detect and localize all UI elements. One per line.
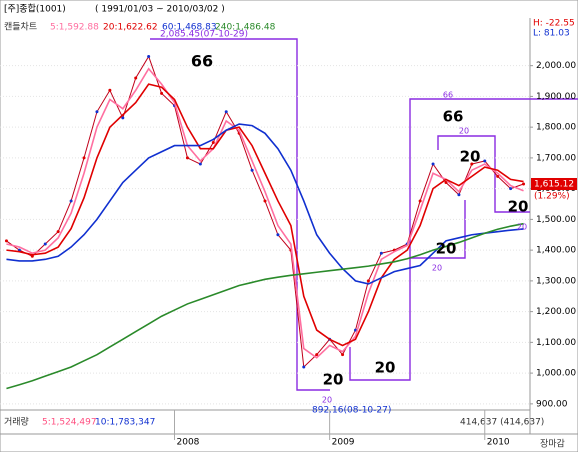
pattern-bracket [437, 135, 530, 213]
pattern-label: 20 [459, 127, 469, 136]
y-tick-label: 1,000.00 [536, 369, 576, 379]
status: 장마감 [540, 438, 565, 450]
price-point [302, 365, 306, 369]
ma-line [6, 67, 524, 359]
price-point [509, 187, 513, 191]
legend-entry: 60:1,468.83 [162, 23, 217, 33]
volume-ma10: 10:1,783,347 [95, 418, 155, 428]
price-point [522, 182, 526, 186]
price-point [69, 199, 73, 203]
y-tick-label: 2,000.00 [536, 61, 576, 71]
pattern-label: 20 [436, 240, 457, 258]
price-point [121, 116, 125, 120]
pattern-bracket [150, 38, 330, 391]
high-label: H: -22.55 [533, 19, 575, 29]
ma-line [6, 83, 524, 347]
price-point [160, 91, 164, 95]
ma-line [6, 222, 524, 390]
pattern-label: 20 [517, 223, 527, 232]
price-point [43, 242, 47, 246]
y-tick-label: 900.00 [536, 399, 568, 409]
legend-entry: 캔들차트 [4, 21, 37, 33]
price-point [379, 251, 383, 255]
price-point [134, 76, 138, 80]
pattern-label: 20 [375, 359, 396, 377]
y-tick-label: 1,400.00 [536, 246, 576, 256]
y-tick-label: 1,300.00 [536, 276, 576, 286]
price-point [30, 254, 34, 258]
high-note: 2,085.45(07-10-29) [160, 30, 248, 40]
volume-title: 거래량 [4, 416, 29, 428]
price-point [82, 156, 86, 160]
pattern-label: 20 [460, 148, 481, 166]
price-point [418, 199, 422, 203]
price-tag: 1,615.12 [534, 179, 574, 189]
x-tick-label: 2010 [487, 438, 510, 448]
price-point [353, 328, 357, 332]
x-tick-label: 2008 [177, 438, 200, 448]
chart-title: [주]종합(1001) [4, 4, 66, 15]
price-point [250, 168, 254, 172]
price-point [56, 230, 60, 234]
price-point [211, 141, 215, 145]
price-point [341, 353, 345, 357]
price-point [431, 162, 435, 166]
volume-last: 414,637 (414,637) [460, 418, 544, 428]
price-point [4, 239, 8, 243]
y-tick-label: 1,700.00 [536, 153, 576, 163]
price-point [185, 156, 189, 160]
y-tick-label: 1,800.00 [536, 123, 576, 133]
legend-entry: 240:1,486.48 [215, 23, 276, 33]
price-point [470, 162, 474, 166]
legend-entry: 20:1,622.62 [103, 23, 158, 33]
price-point [224, 110, 228, 114]
price-point [108, 88, 112, 92]
pattern-label: 20 [432, 264, 442, 273]
price-tag-bg [531, 177, 577, 190]
y-tick-label: 1,100.00 [536, 338, 576, 348]
legend-entry: 5:1,592.88 [50, 23, 99, 33]
low-note: 892.16(08-10-27) [312, 406, 391, 416]
price-point [198, 162, 202, 166]
price-point [95, 110, 99, 114]
price-point [496, 174, 500, 178]
pattern-label: 20 [323, 371, 344, 389]
price-point [263, 199, 267, 203]
pattern-label: 20 [322, 396, 332, 405]
pattern-label: 66 [443, 91, 453, 100]
price-point [315, 353, 319, 357]
y-tick-label: 1,900.00 [536, 92, 576, 102]
y-tick-label: 1,200.00 [536, 307, 576, 317]
price-change: (1.29%) [534, 191, 570, 201]
volume-ma5: 5:1,524,497 [42, 418, 97, 428]
chart-subtitle: ( 1991/01/03 ~ 2010/03/02 ) [95, 5, 225, 15]
price-point [483, 159, 487, 163]
x-tick-label: 2009 [332, 438, 355, 448]
pattern-label: 66 [443, 108, 464, 126]
pattern-label: 20 [508, 198, 529, 216]
price-point [276, 233, 280, 237]
low-label: L: 81.03 [533, 29, 570, 39]
price-point [444, 180, 448, 184]
pattern-label: 66 [191, 52, 213, 71]
price-point [147, 54, 151, 58]
price-point [457, 193, 461, 197]
pattern-bracket [349, 98, 578, 381]
y-tick-label: 1,500.00 [536, 215, 576, 225]
price-point [366, 279, 370, 283]
